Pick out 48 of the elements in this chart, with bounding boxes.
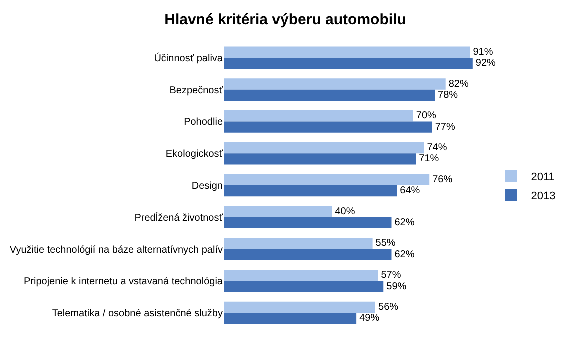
data-label: 77%: [435, 122, 456, 133]
bar: [224, 142, 424, 154]
bar: [224, 238, 373, 250]
bar: [224, 174, 430, 186]
bar: [224, 110, 414, 122]
data-label: 76%: [432, 174, 453, 186]
data-label: 70%: [416, 110, 437, 122]
y-tick-label: Využitie technológií na báze alternatívnych palív: [10, 244, 223, 256]
bar: [224, 313, 357, 324]
data-label: 62%: [394, 249, 415, 260]
bar: [224, 281, 384, 292]
bar: [224, 186, 398, 197]
y-tick-label: Účinnosť paliva: [154, 52, 224, 64]
data-label: 59%: [386, 281, 407, 292]
bar: [224, 154, 416, 165]
bar: [224, 122, 432, 133]
y-tick-label: Telematika / osobné asistenčné služby: [52, 308, 223, 320]
bar: [224, 90, 436, 101]
bar: [224, 302, 376, 314]
bar: [224, 46, 470, 58]
bar: [224, 206, 332, 218]
data-label: 71%: [419, 154, 440, 165]
bar: [224, 249, 392, 260]
bar: [224, 78, 446, 90]
bar: [224, 217, 392, 229]
data-label: 40%: [335, 206, 356, 218]
data-label: 92%: [476, 58, 496, 70]
data-label: 74%: [427, 142, 448, 154]
bar: [224, 270, 378, 282]
legend-label: 2013: [531, 190, 556, 202]
data-label: 91%: [473, 46, 494, 58]
y-tick-label: Design: [192, 181, 223, 192]
y-tick-label: Pripojenie k internetu a vstavaná technológia: [24, 276, 224, 288]
y-tick-label: Bezpečnosť: [170, 85, 224, 96]
data-label: 64%: [400, 186, 420, 197]
legend-label: 2011: [531, 171, 555, 184]
data-label: 62%: [394, 217, 415, 228]
y-tick-label: Predĺžená životnosť: [134, 210, 224, 224]
data-label: 56%: [378, 302, 399, 313]
data-label: 78%: [438, 90, 458, 101]
data-label: 55%: [376, 238, 396, 250]
data-label: 82%: [448, 78, 469, 90]
data-label: 49%: [360, 313, 380, 324]
data-label: 57%: [381, 270, 402, 282]
y-tick-label: Ekologickosť: [166, 149, 224, 160]
bar: [224, 58, 473, 70]
y-tick-label: Pohodlie: [184, 117, 224, 128]
chart-title: Hlavné kritéria výberu automobilu: [164, 11, 406, 28]
